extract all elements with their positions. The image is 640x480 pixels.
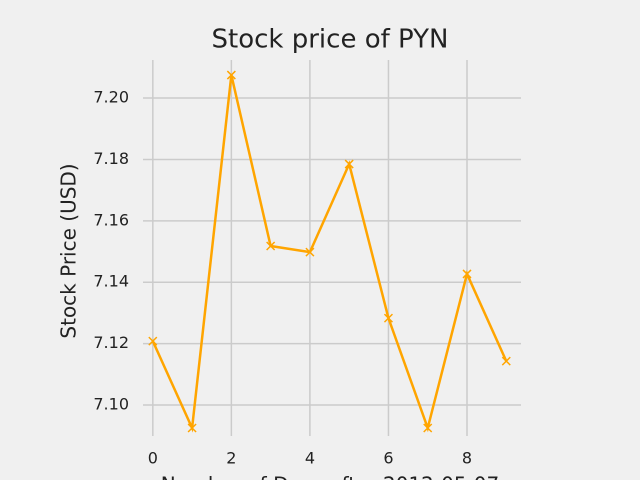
marker	[148, 336, 158, 346]
y-tick-label: 7.12	[93, 333, 129, 352]
marker	[266, 241, 276, 251]
marker	[305, 247, 315, 257]
marker	[383, 313, 393, 323]
x-tick-label: 4	[305, 449, 315, 468]
marker	[187, 423, 197, 433]
marker	[226, 70, 236, 80]
chart-title: Stock price of PYN	[212, 25, 449, 55]
marker	[344, 159, 354, 169]
x-tick-label: 6	[383, 449, 393, 468]
x-tick-label: 8	[462, 449, 472, 468]
x-tick-label: 2	[226, 449, 236, 468]
y-tick-label: 7.20	[93, 88, 129, 107]
y-axis-label: Stock Price (USD)	[57, 163, 81, 338]
y-tick-label: 7.10	[93, 394, 129, 413]
marker	[501, 356, 511, 366]
y-tick-label: 7.16	[93, 210, 129, 229]
x-axis-label: Number of Days after 2012-05-07	[161, 473, 500, 480]
line	[151, 74, 508, 433]
marker	[423, 423, 433, 433]
marker	[462, 269, 472, 279]
y-tick-label: 7.18	[93, 149, 129, 168]
y-tick-label: 7.14	[93, 272, 129, 291]
x-tick-label: 0	[148, 449, 158, 468]
